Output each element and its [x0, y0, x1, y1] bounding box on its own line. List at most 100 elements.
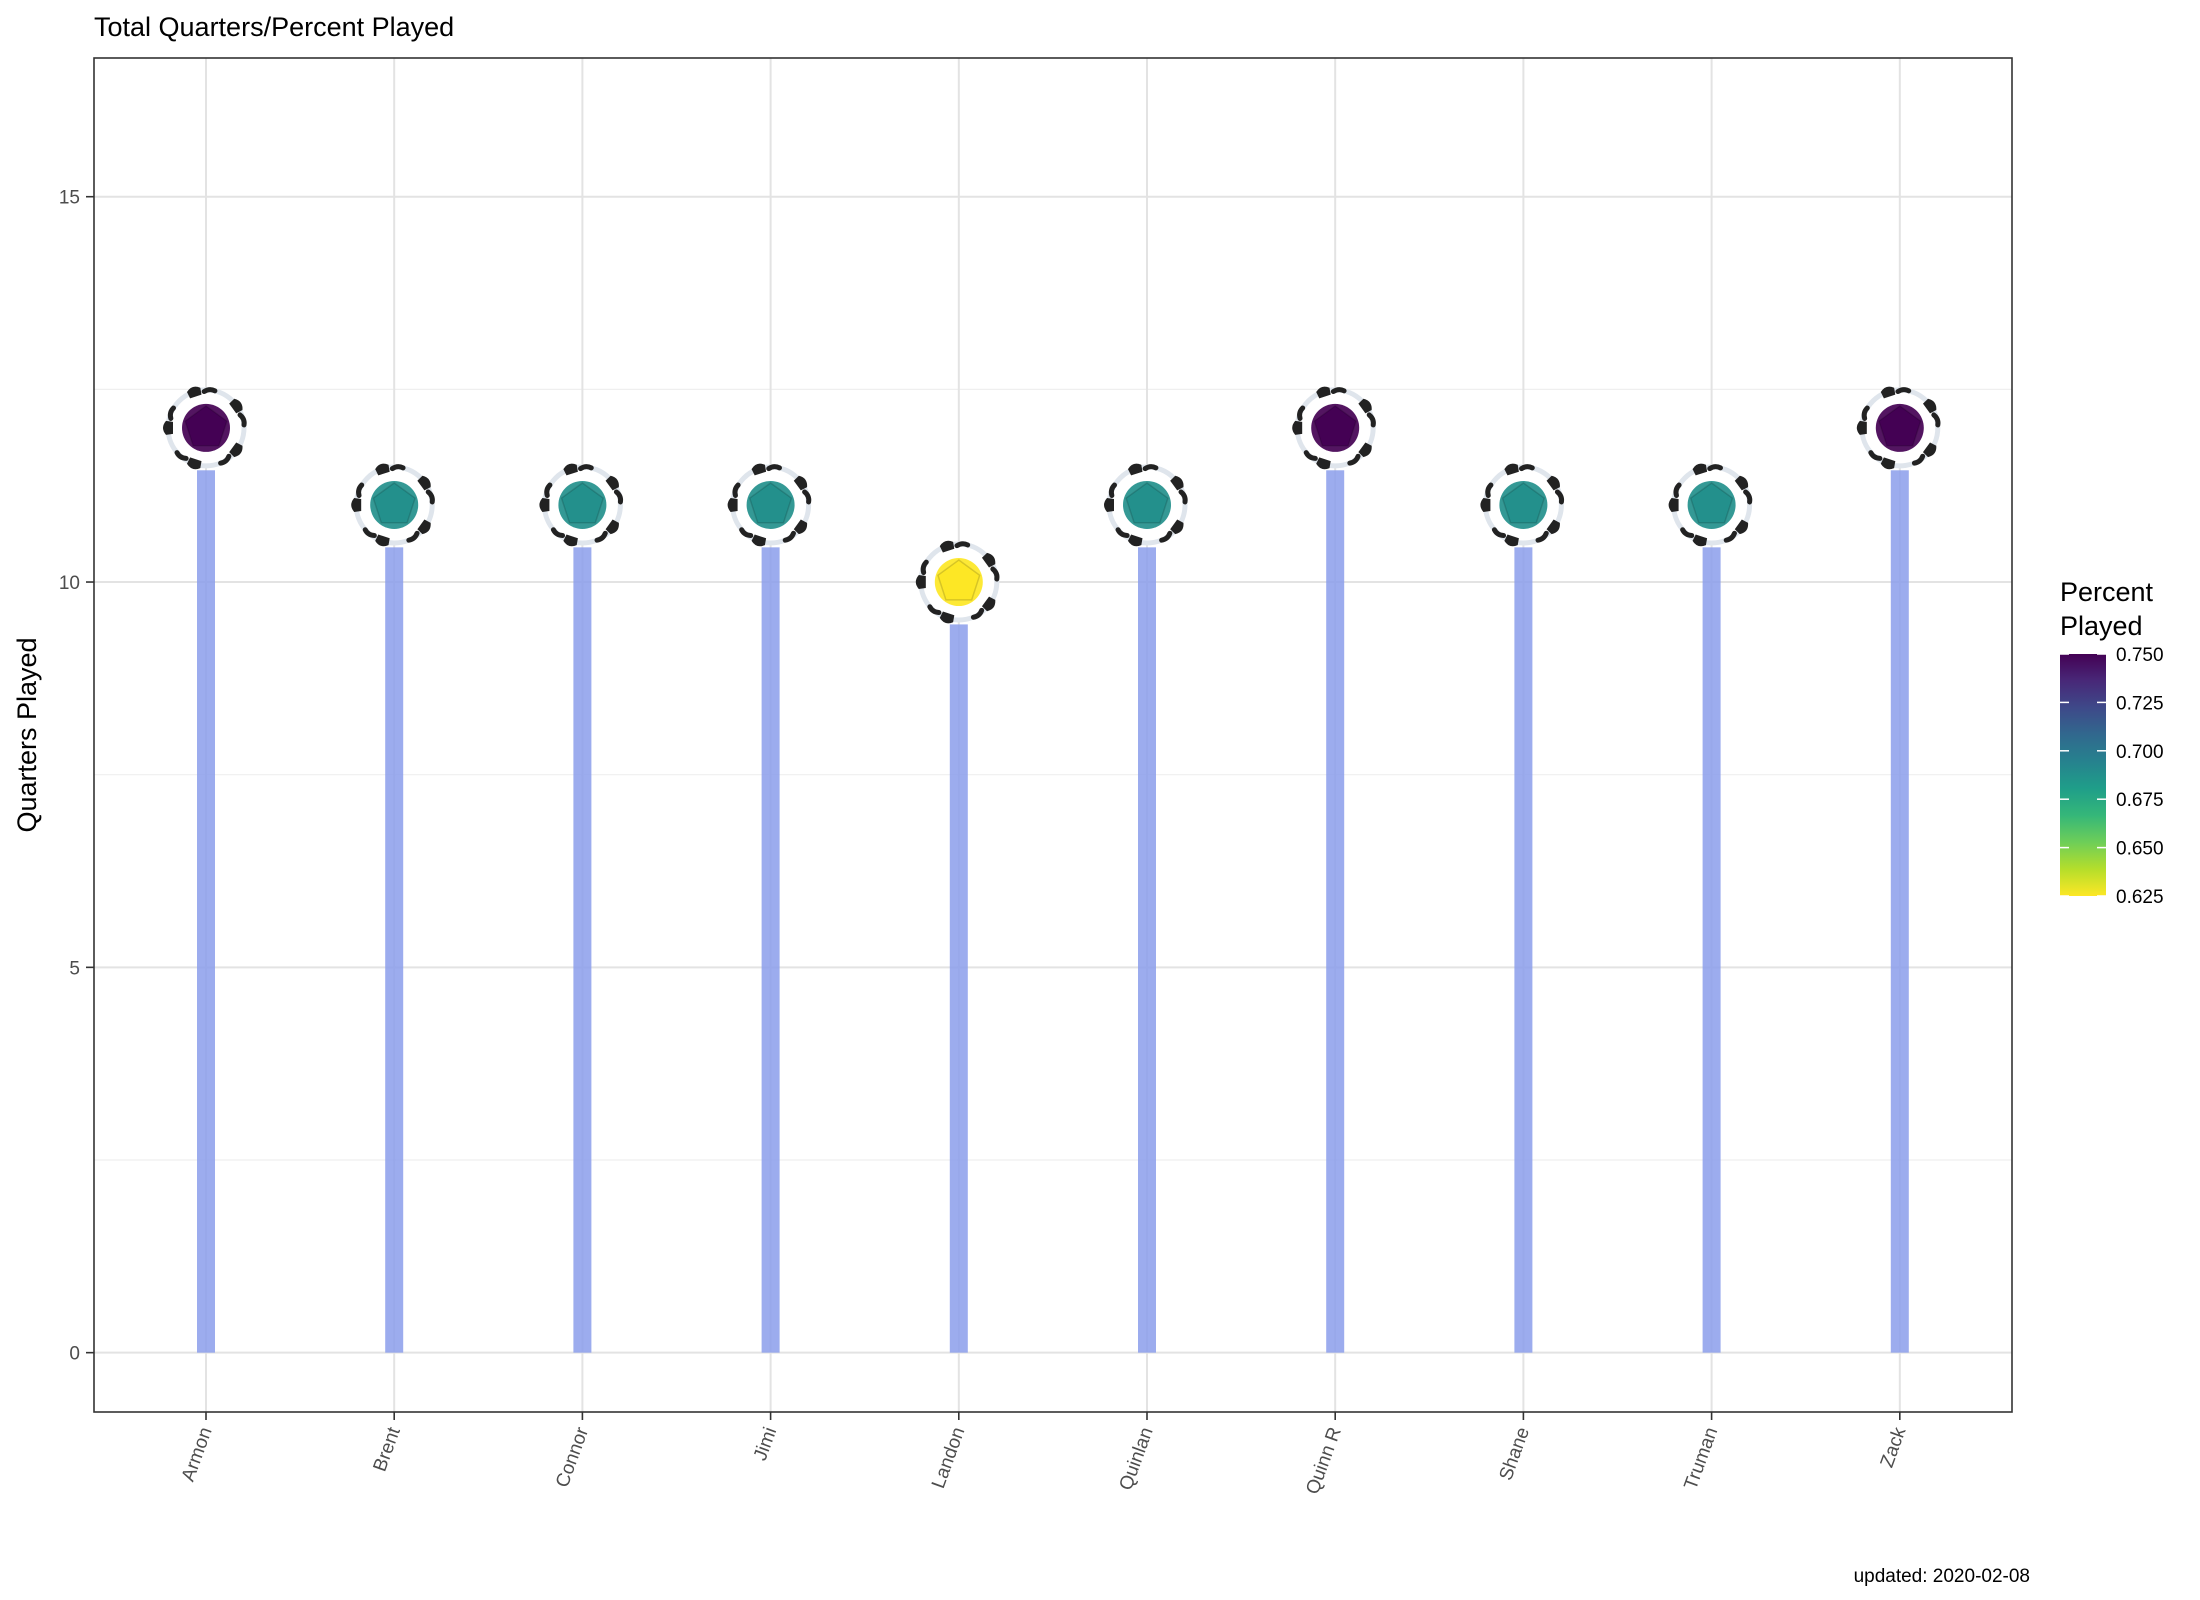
ball-seam-line — [1743, 489, 1753, 505]
ball-seam-patch — [1358, 442, 1372, 458]
y-tick-label: 15 — [59, 188, 80, 209]
ball-seam-patch — [375, 463, 390, 476]
ball-seam-patch — [1734, 519, 1749, 535]
ball-pentagon — [1313, 404, 1357, 447]
ball-seam-patch — [1692, 534, 1708, 547]
chart-title: Total Quarters/Percent Played — [94, 12, 454, 42]
stem-shane — [1514, 547, 1533, 1353]
ball-seam-patch — [1546, 519, 1560, 535]
ball-seam-patch — [1127, 463, 1143, 476]
ball-seam-patch — [375, 534, 390, 547]
legend-tick-label: 0.650 — [2116, 839, 2164, 860]
ball-pentagon — [1878, 404, 1922, 447]
ball-seam-patch — [1292, 420, 1303, 435]
ball-seam-line — [970, 607, 985, 620]
ball-seam-line — [954, 541, 971, 549]
legend-tick-label: 0.675 — [2116, 790, 2164, 811]
stem-zack — [1890, 470, 1909, 1353]
ball-seam-line — [1142, 464, 1159, 472]
stem-jimi — [761, 547, 780, 1353]
ball-seam-patch — [1480, 497, 1491, 512]
ball-seam-line — [1178, 489, 1188, 505]
ball-seam-line — [920, 559, 929, 576]
ball-seam-line — [1485, 482, 1494, 498]
y-tick-label: 0 — [69, 1344, 80, 1365]
ball-seam-line — [1554, 489, 1565, 505]
ball-pentagon — [1125, 482, 1169, 524]
stems-layer — [197, 470, 1909, 1353]
ball-seam-patch — [229, 442, 243, 458]
ball-pentagon — [748, 482, 793, 524]
legend-ticks: 0.750 0.725 0.700 0.675 0.650 0.625 — [2060, 645, 2164, 908]
ball-seam-line — [732, 482, 741, 498]
ball-seam-patch — [1668, 497, 1679, 512]
soccer-ball-icon — [539, 463, 624, 547]
ball-seam-line — [201, 387, 218, 395]
ball-seam-patch — [1316, 386, 1331, 399]
caption-updated: updated: 2020-02-08 — [1854, 1566, 2030, 1587]
x-tick-label: Connor — [552, 1424, 593, 1490]
ball-seam-patch — [417, 475, 431, 491]
y-axis-label: Quarters Played — [12, 637, 42, 832]
legend-title-line-1: Percent — [2060, 577, 2154, 607]
ball-seam-patch — [163, 420, 173, 435]
ball-seam-patch — [1316, 457, 1331, 470]
ball-seam-patch — [727, 497, 738, 512]
ball-seam-line — [1673, 482, 1682, 498]
stem-quinlan — [1138, 547, 1156, 1353]
ball-seam-line — [1723, 530, 1737, 543]
ball-seam-line — [167, 405, 176, 421]
ball-seam-line — [1895, 387, 1912, 395]
ball-seam-line — [1366, 412, 1376, 428]
ball-seam-line — [1707, 464, 1723, 472]
ball-seam-patch — [981, 596, 996, 612]
ball-seam-patch — [1170, 519, 1184, 535]
ball-seam-line — [237, 412, 247, 428]
stem-truman — [1702, 547, 1721, 1353]
soccer-ball-icon — [351, 463, 435, 547]
legend-tick-label: 0.725 — [2116, 693, 2164, 714]
ball-seam-line — [1931, 412, 1941, 428]
ball-seam-patch — [417, 519, 431, 535]
soccer-ball-icon — [727, 463, 812, 547]
ball-seam-line — [1680, 527, 1695, 538]
ball-seam-patch — [563, 534, 578, 547]
legend-tick-label: 0.750 — [2116, 645, 2164, 666]
ball-pentagon — [372, 482, 416, 524]
ball-seam-line — [1347, 453, 1361, 466]
ball-seam-line — [1519, 464, 1535, 472]
ball-seam-patch — [1922, 398, 1937, 414]
ball-seam-line — [425, 489, 435, 505]
ball-seam-patch — [1504, 463, 1519, 476]
ball-seam-patch — [563, 463, 578, 476]
ball-seam-line — [1861, 405, 1870, 421]
x-tick-label: Brent — [370, 1424, 406, 1475]
x-tick-label: Shane — [1496, 1425, 1535, 1484]
ball-seam-line — [1159, 530, 1173, 543]
stem-connor — [573, 547, 592, 1353]
grid-layer — [94, 58, 2012, 1412]
ball-seam-line — [1491, 527, 1507, 538]
soccer-ball-icon — [1104, 463, 1188, 547]
ball-seam-line — [550, 527, 566, 538]
stem-armon — [197, 470, 215, 1353]
legend-color-bar — [2060, 654, 2106, 896]
ball-seam-line — [739, 527, 754, 538]
ball-seam-line — [802, 489, 812, 505]
ball-seam-line — [389, 464, 406, 472]
ball-seam-line — [1330, 387, 1347, 395]
ball-seam-line — [594, 530, 608, 543]
x-tick-label: Jimi — [750, 1425, 781, 1464]
ball-seam-patch — [915, 575, 926, 590]
x-tick-label: Zack — [1877, 1424, 1911, 1470]
ball-seam-line — [990, 566, 1000, 582]
ball-seam-line — [1108, 482, 1117, 498]
ball-seam-line — [356, 482, 365, 498]
ball-seam-line — [1115, 527, 1130, 538]
ball-seam-patch — [605, 519, 619, 535]
ball-seam-patch — [1170, 475, 1184, 491]
ball-seam-patch — [605, 475, 619, 491]
stem-quinn-r — [1326, 470, 1345, 1353]
ball-seam-patch — [1546, 475, 1560, 491]
panel-border — [93, 57, 2013, 1413]
